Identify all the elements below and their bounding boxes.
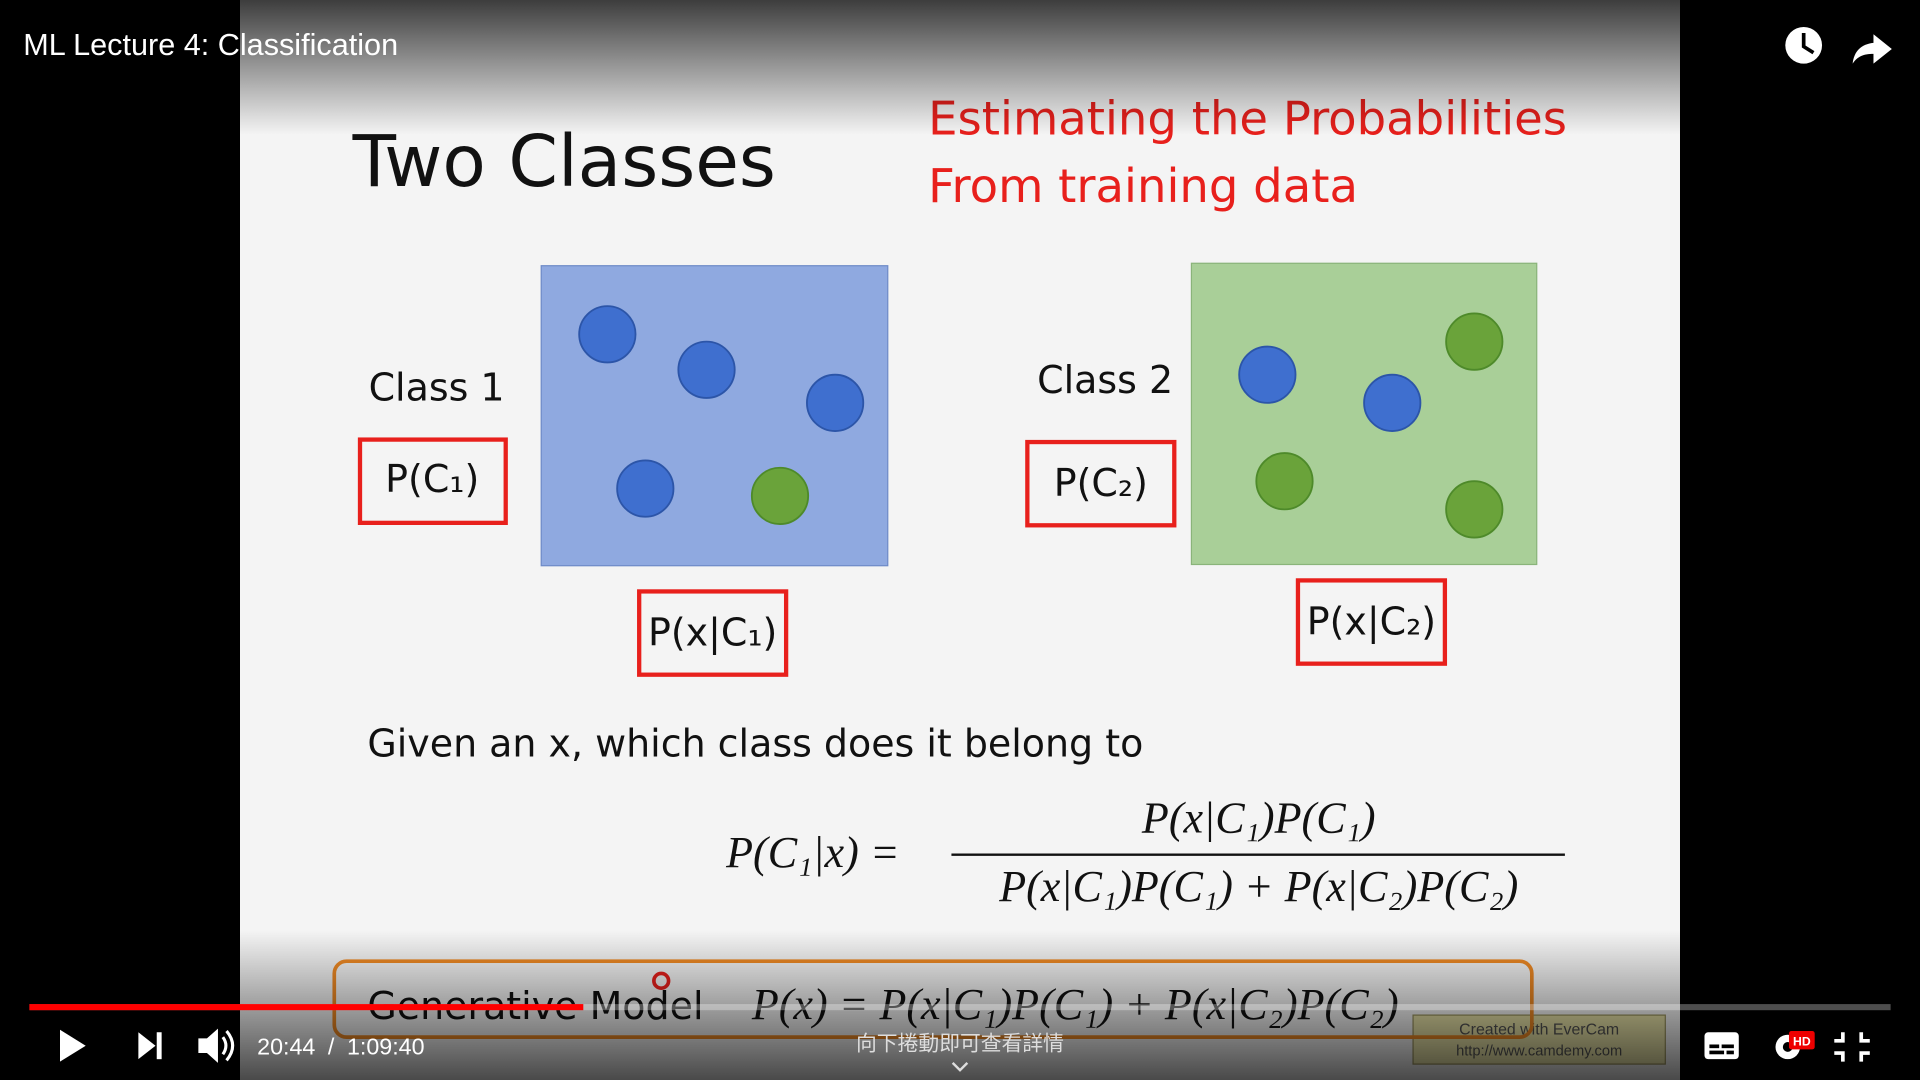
exit-fullscreen-button[interactable] [1834,1032,1870,1062]
question: Given an x, which class does it belong t… [367,722,1143,766]
hd-label: HD [1793,1035,1811,1049]
box [357,437,508,525]
hd-badge [1788,1031,1815,1050]
scroll-hint: 向下捲動即可查看詳情 [856,1033,1064,1056]
subtitles-button[interactable] [1704,1032,1739,1060]
time-display: 20:44 / 1:09:40 [257,1033,424,1059]
time-separator: / [328,1033,335,1059]
share-button[interactable] [1852,34,1892,64]
video-title[interactable]: ML Lecture 4: Classification [23,28,398,62]
likelihood: P(x|C₁) [648,610,777,655]
progress-played [29,1004,584,1011]
class2-green-points [1255,312,1504,539]
settings-button[interactable]: HD [1775,1031,1815,1060]
class2-blue-points [1238,345,1422,432]
time-total: 1:09:40 [347,1033,425,1059]
watch-later-button[interactable] [1785,26,1823,64]
slide: Two Classes Estimating the Probabilities… [240,0,1680,1080]
play-button[interactable] [60,1029,86,1062]
likelihood: P(x|C₂) [1307,599,1436,644]
heading: From training data [928,159,1358,213]
volume-button[interactable] [198,1028,235,1063]
next-button[interactable] [138,1032,162,1060]
box [1295,578,1448,666]
numerator: P(x|C₁)P(C₁) [1141,794,1376,843]
top-gradient [0,0,1920,135]
time-current: 20:44 [257,1033,315,1059]
prior: P(C₁) [385,457,479,501]
posterior-lhs: P(C₁|x) = [725,828,899,877]
class-label: Class 2 [1037,358,1173,402]
point [750,466,810,525]
class1-points [578,305,865,518]
denominator: P(x|C₁)P(C₁) + P(x|C₂)P(C₂) [998,862,1518,911]
scroll-chevron[interactable] [951,1061,969,1072]
box [637,589,789,677]
box [1025,439,1177,528]
prior: P(C₂) [1054,461,1148,505]
progress-track[interactable] [29,1004,1891,1011]
class-label: Class 1 [369,365,505,409]
